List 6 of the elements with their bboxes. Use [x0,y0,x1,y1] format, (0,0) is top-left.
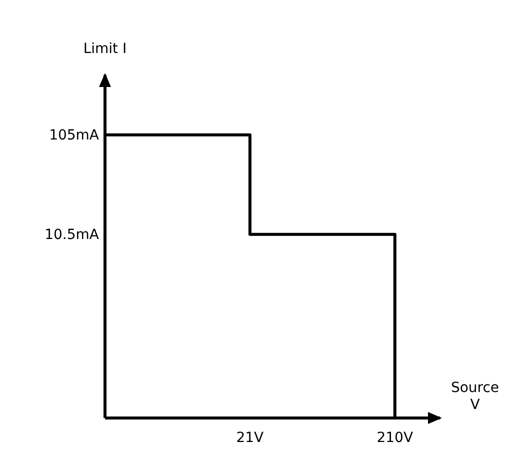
y-tick-label: 105mA [49,127,100,144]
y-tick-label: 10.5mA [44,226,100,243]
y-axis-title: Limit I [83,41,127,57]
x-tick-label: 21V [236,430,264,446]
x-tick-label: 210V [376,430,414,446]
x-axis-title: Source V [450,380,500,413]
